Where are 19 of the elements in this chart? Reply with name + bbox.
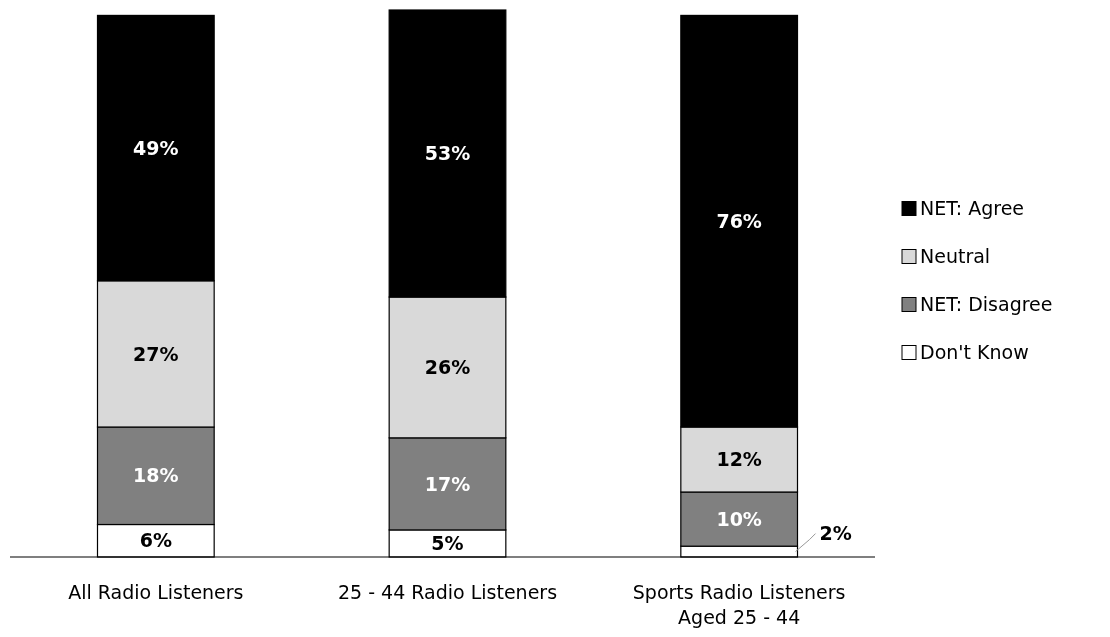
data-label: 18% [133,464,179,487]
data-label: 17% [424,472,471,495]
data-label: 6% [139,529,172,552]
x-tick-label: Sports Radio Listeners Aged 25 - 44 [632,581,846,628]
data-label: 12% [716,448,762,471]
data-label: 53% [424,142,471,165]
data-label: 76% [716,209,762,232]
data-label: 10% [716,507,762,530]
x-tick-label: All Radio Listeners [68,581,244,603]
data-label: 5% [431,532,464,555]
x-tick-label: 25 - 44 Radio Listeners [337,581,558,603]
data-label: 49% [133,136,179,159]
legend-label: NET: Disagree [920,293,1053,316]
data-label: 2% [819,522,852,545]
legend-label: NET: Agree [920,197,1025,220]
legend-label: Don't Know [920,341,1029,364]
data-label: 27% [133,342,179,365]
data-label: 26% [424,356,471,379]
legend-label: Neutral [920,245,991,268]
